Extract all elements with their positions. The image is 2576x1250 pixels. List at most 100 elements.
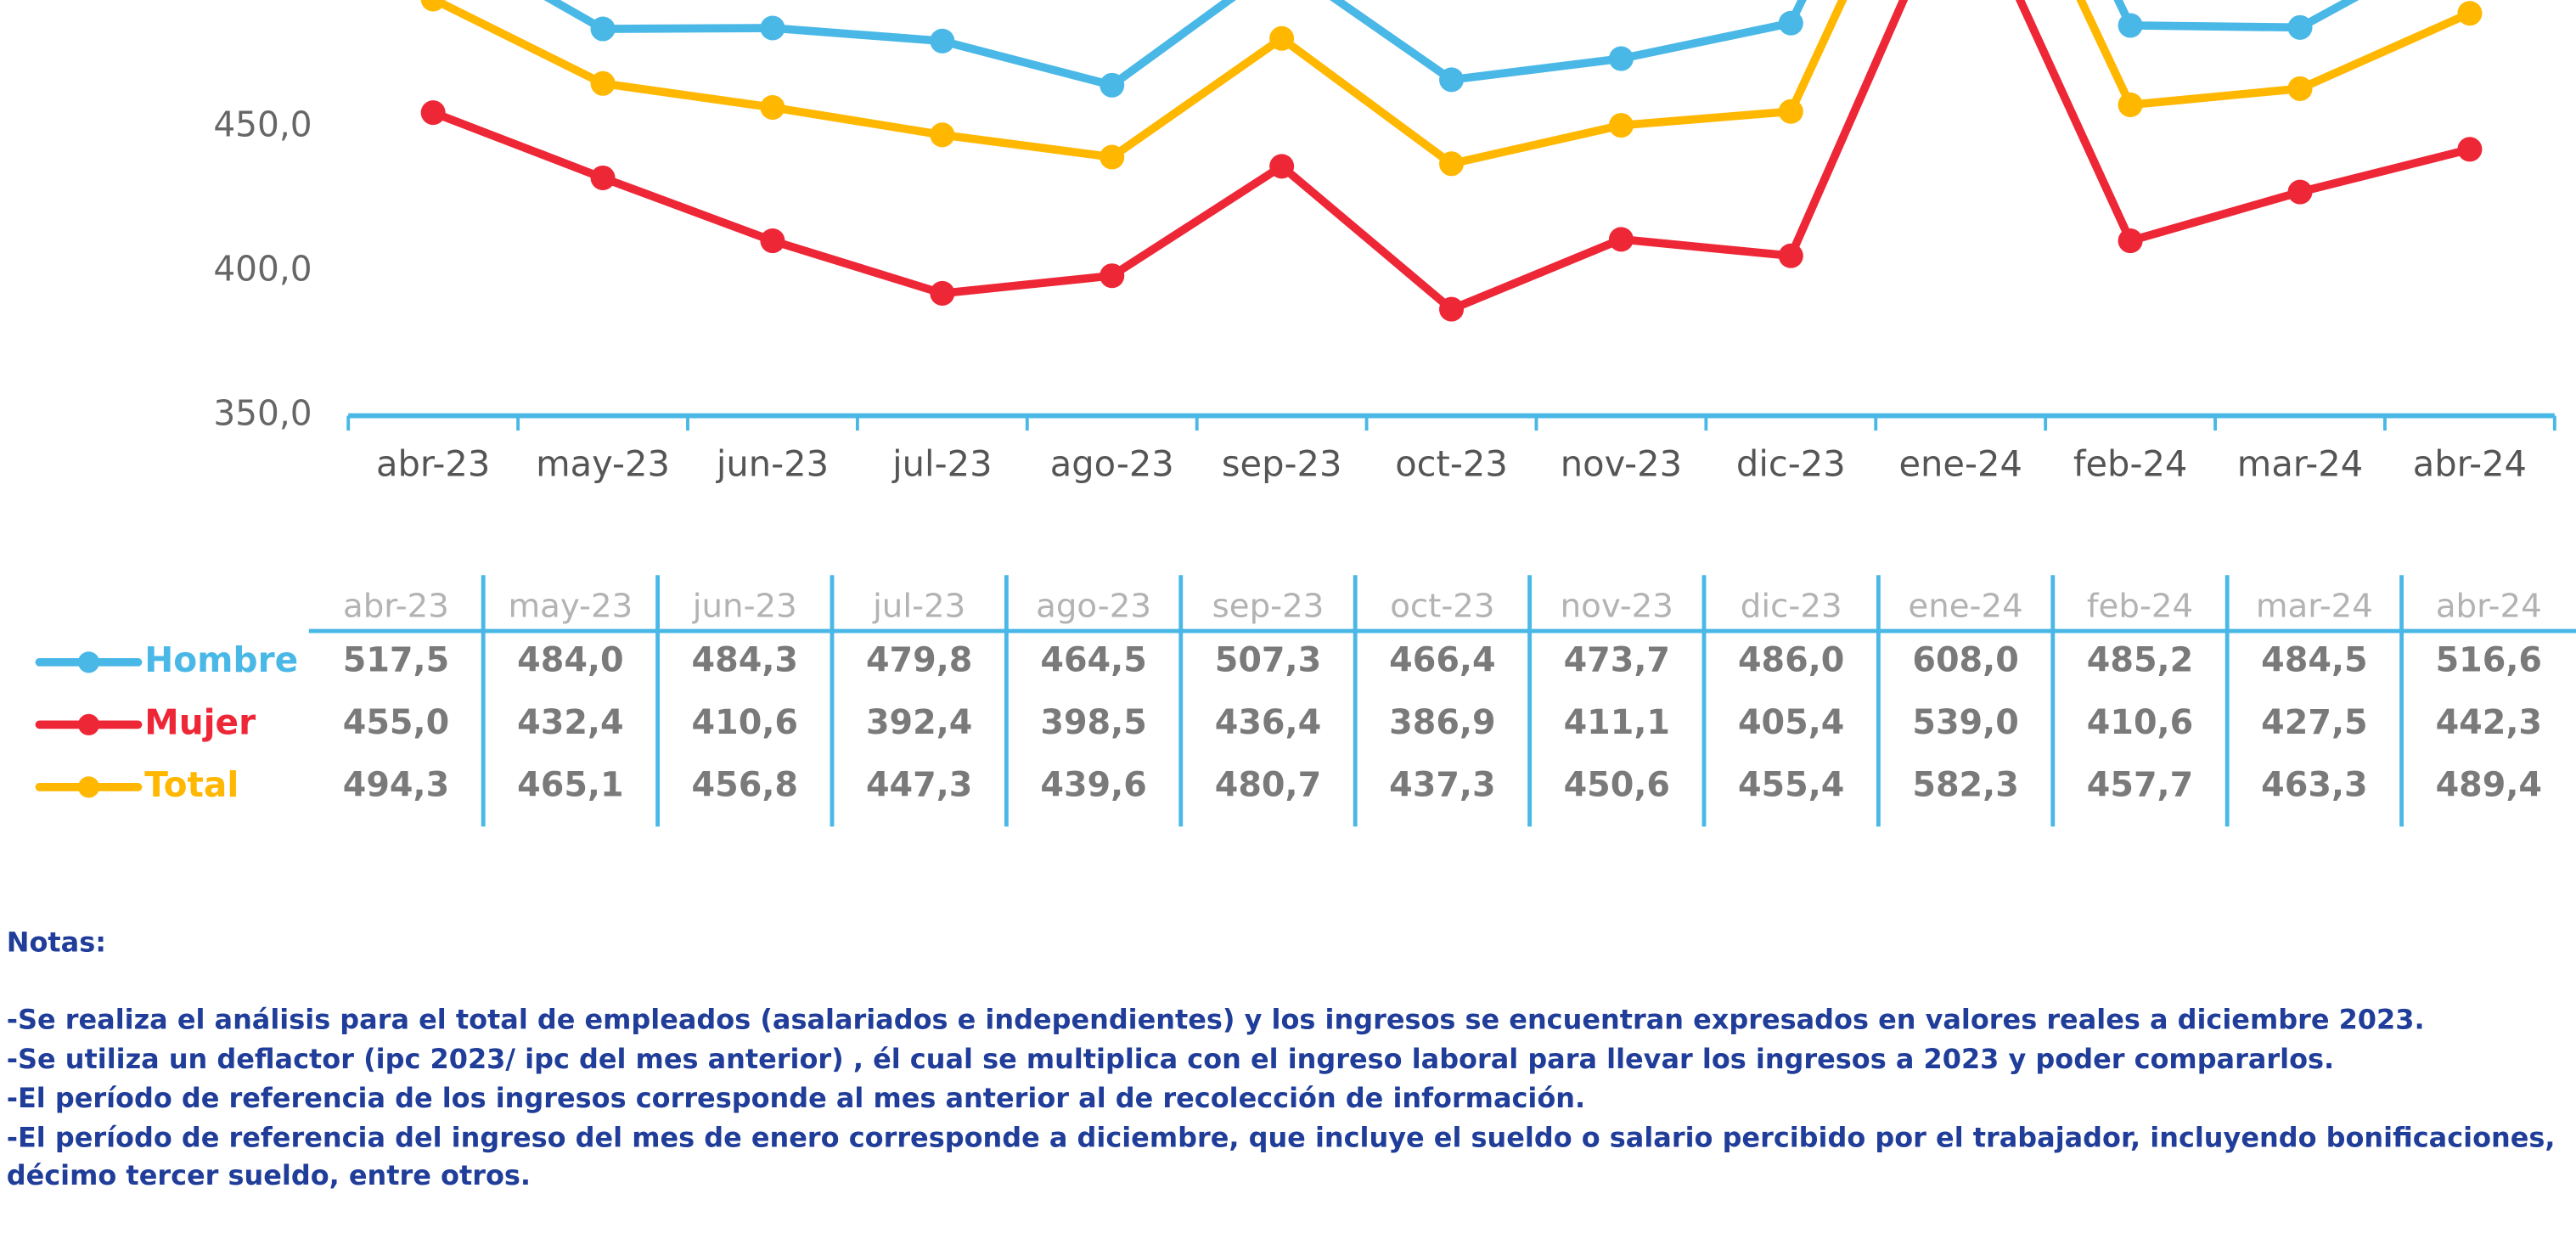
- table-header: feb-24: [2087, 587, 2193, 625]
- series-marker: [1439, 296, 1465, 322]
- table-value: 410,6: [2087, 703, 2193, 742]
- table-value: 442,3: [2436, 703, 2542, 742]
- legend-label: Hombre: [144, 639, 298, 680]
- notes: Notas: -Se realiza el análisis para el t…: [7, 923, 2573, 1196]
- note-line: -El período de referencia del ingreso de…: [6, 1121, 2556, 1192]
- series-marker: [2118, 92, 2143, 117]
- table-header: mar-24: [2256, 587, 2373, 625]
- table-value: 386,9: [1389, 703, 1495, 742]
- notes-box: Notas: -Se realiza el análisis para el t…: [7, 923, 2573, 1196]
- table-value: 486,0: [1738, 640, 1844, 679]
- x-tick-label: jul-23: [891, 443, 992, 485]
- table-value: 455,4: [1738, 765, 1844, 804]
- series-marker: [930, 280, 955, 306]
- series-marker: [1100, 263, 1125, 289]
- table-header: sep-23: [1212, 587, 1325, 625]
- note-line: -Se utiliza un deflactor (ipc 2023/ ipc …: [6, 1043, 2335, 1075]
- table-value: 466,4: [1389, 640, 1495, 679]
- table-value: 456,8: [692, 765, 798, 804]
- series-marker: [2118, 13, 2143, 38]
- table-value: 479,8: [866, 640, 972, 679]
- notes-spacer: [7, 962, 2573, 1001]
- series-marker: [1778, 99, 1803, 124]
- table-header: may-23: [508, 587, 633, 625]
- legend-marker: [77, 713, 100, 735]
- series-marker: [930, 122, 955, 148]
- note-line: -El período de referencia de los ingreso…: [6, 1082, 1586, 1114]
- table-value: 507,3: [1215, 640, 1321, 679]
- table-value: 484,5: [2261, 640, 2367, 679]
- table-value: 464,5: [1040, 640, 1146, 679]
- series-marker: [760, 228, 785, 254]
- series-marker: [2287, 76, 2313, 101]
- y-tick-label: 350,0: [213, 393, 312, 434]
- table-value: 608,0: [1912, 640, 2018, 679]
- notes-lines: -Se realiza el análisis para el total de…: [7, 1001, 2573, 1196]
- table-header: nov-23: [1561, 587, 1673, 625]
- table-value: 484,0: [517, 640, 623, 679]
- table-value: 436,4: [1215, 703, 1321, 742]
- table-value: 485,2: [2087, 640, 2193, 679]
- x-tick-label: oct-23: [1395, 443, 1508, 485]
- plot-area: [420, 0, 2483, 322]
- table-header: dic-23: [1741, 587, 1842, 625]
- legend-label: Total: [144, 764, 239, 805]
- series-marker: [1608, 46, 1634, 71]
- y-tick-label: 450,0: [213, 104, 312, 145]
- series-marker: [760, 15, 785, 41]
- table-value: 517,5: [343, 640, 449, 679]
- series-marker: [590, 70, 616, 96]
- series-marker: [1269, 154, 1295, 179]
- x-tick-label: nov-23: [1561, 443, 1682, 485]
- series-marker: [420, 0, 446, 12]
- note-line: -Se realiza el análisis para el total de…: [6, 1005, 2425, 1036]
- table-header: ene-24: [1908, 587, 2022, 625]
- series-marker: [1778, 243, 1803, 268]
- x-tick-label: jun-23: [716, 443, 829, 485]
- legend-marker: [77, 651, 100, 673]
- series-marker: [2287, 14, 2313, 40]
- table-value: 463,3: [2261, 765, 2367, 804]
- series-marker: [1778, 10, 1803, 36]
- table-value: 455,0: [343, 703, 449, 742]
- table-value: 539,0: [1912, 703, 2018, 742]
- table-value: 427,5: [2261, 703, 2367, 742]
- table-header: jun-23: [692, 587, 797, 625]
- series-marker: [420, 100, 446, 126]
- x-tick-label: may-23: [536, 443, 670, 485]
- table-value: 410,6: [692, 703, 798, 742]
- table-value: 480,7: [1215, 765, 1321, 804]
- table-value: 465,1: [517, 765, 623, 804]
- x-tick-label: feb-24: [2073, 443, 2188, 485]
- notes-title: Notas:: [6, 926, 106, 959]
- series-marker: [1269, 25, 1295, 51]
- table-value: 405,4: [1738, 703, 1844, 742]
- table-value: 450,6: [1564, 765, 1670, 804]
- table-value: 516,6: [2436, 640, 2542, 679]
- series-marker: [590, 165, 616, 190]
- series-marker: [1608, 113, 1634, 138]
- table-value: 437,3: [1389, 765, 1495, 804]
- table-value: 432,4: [517, 703, 623, 742]
- x-tick-label: mar-24: [2237, 443, 2363, 485]
- series-marker: [1100, 144, 1125, 170]
- series-marker: [2457, 1, 2483, 26]
- table-value: 489,4: [2436, 765, 2542, 804]
- table-value: 494,3: [343, 765, 449, 804]
- table-value: 582,3: [1912, 765, 2018, 804]
- series-marker: [590, 16, 616, 42]
- table-value: 411,1: [1564, 703, 1670, 742]
- table-header: abr-24: [2436, 587, 2542, 625]
- axes: 350,0 400,0 450,0 abr-23 may-23 jun-23 jul-23 a…: [213, 104, 2556, 485]
- table-value: 398,5: [1040, 703, 1146, 742]
- x-tick-label: dic-23: [1736, 443, 1846, 485]
- series-marker: [760, 94, 785, 121]
- table-header: jul-23: [872, 587, 965, 625]
- series-marker: [2457, 137, 2483, 162]
- table-header: abr-23: [343, 587, 449, 625]
- table-value: 439,6: [1040, 765, 1146, 804]
- series-marker: [1608, 227, 1634, 252]
- legend-label: Mujer: [144, 701, 256, 742]
